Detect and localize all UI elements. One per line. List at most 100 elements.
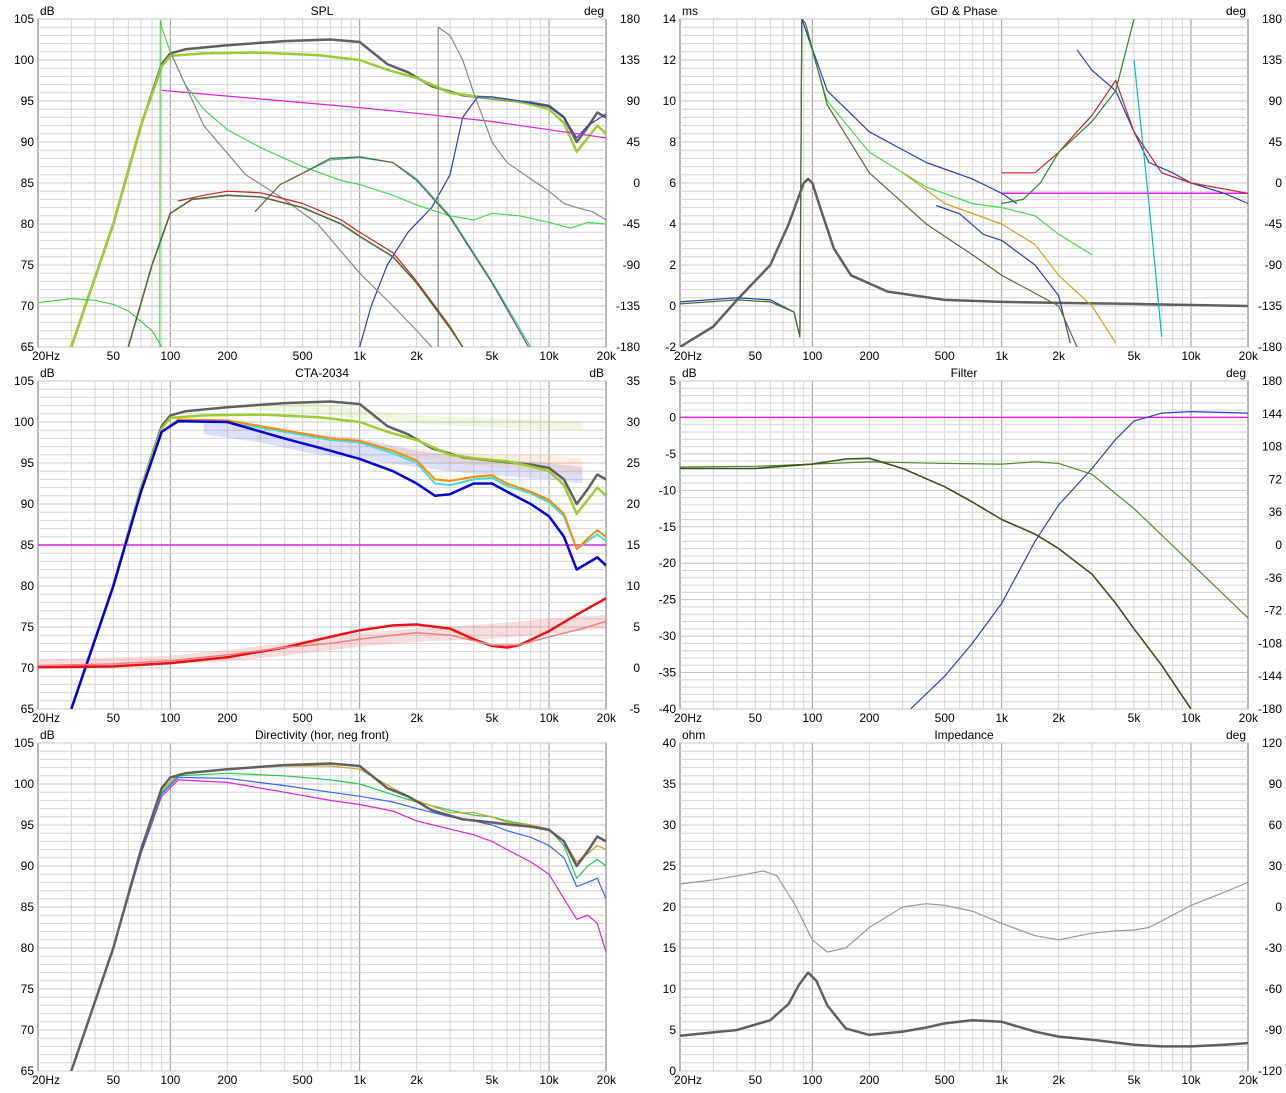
impedance-xtick: 20k xyxy=(1239,1073,1259,1087)
cta-2034-ytick: 90 xyxy=(21,497,35,511)
cta-2034-left-unit: dB xyxy=(40,366,55,380)
gd-phase-series-9 xyxy=(1001,19,1135,205)
gd-phase-series-8 xyxy=(680,19,1078,347)
gd-phase-ytick: 6 xyxy=(669,176,676,190)
impedance-ytick: 10 xyxy=(663,982,677,996)
impedance-y2tick: -60 xyxy=(1265,982,1283,996)
gd-phase-xtick: 1k xyxy=(995,349,1009,363)
filter-series-1 xyxy=(910,411,1248,709)
spl-ytick: 80 xyxy=(21,217,35,231)
filter-y2tick: 36 xyxy=(1269,505,1283,519)
spl-ytick: 100 xyxy=(14,53,34,67)
directivity-hor-neg-front-ytick: 70 xyxy=(21,1023,35,1037)
spl-ytick: 90 xyxy=(21,135,35,149)
spl-ytick: 65 xyxy=(21,340,35,354)
directivity-hor-neg-front-ytick: 95 xyxy=(21,818,35,832)
spl-ytick: 70 xyxy=(21,299,35,313)
cta-2034-xtick: 1k xyxy=(353,711,367,725)
cta-2034-xtick: 50 xyxy=(107,711,121,725)
impedance-y2tick: 30 xyxy=(1269,859,1283,873)
spl-xtick: 1k xyxy=(353,349,367,363)
impedance-ytick: 15 xyxy=(663,941,677,955)
directivity-hor-neg-front-xtick: 500 xyxy=(293,1073,313,1087)
impedance-xtick: 200 xyxy=(859,1073,879,1087)
impedance-ytick: 20 xyxy=(663,900,677,914)
filter-y2tick: 180 xyxy=(1262,374,1282,388)
spl-xtick: 20Hz xyxy=(32,349,60,363)
gd-phase-xtick: 100 xyxy=(802,349,822,363)
cta-2034-series-5 xyxy=(70,419,606,709)
directivity-hor-neg-front-ytick: 90 xyxy=(21,859,35,873)
spl-y2tick: -180 xyxy=(616,340,640,354)
filter-xtick: 2k xyxy=(1052,711,1066,725)
filter-ytick: 5 xyxy=(669,374,676,388)
cta-2034-xtick: 100 xyxy=(160,711,180,725)
directivity-hor-neg-front-ytick: 80 xyxy=(21,941,35,955)
gd-phase-ytick: 14 xyxy=(663,12,677,26)
filter-y2tick: -36 xyxy=(1265,571,1283,585)
cta-2034-ytick: 105 xyxy=(14,374,34,388)
directivity-hor-neg-front-data xyxy=(70,762,606,1071)
spl-series-7 xyxy=(38,298,163,347)
spl-series-10 xyxy=(178,190,464,347)
directivity-hor-neg-front-ytick: 65 xyxy=(21,1064,35,1078)
spl-xtick: 100 xyxy=(160,349,180,363)
gd-phase-y2tick: -135 xyxy=(1258,299,1282,313)
spl-xtick: 500 xyxy=(293,349,313,363)
filter-y2tick: -144 xyxy=(1258,669,1282,683)
gd-phase-right-unit: deg xyxy=(1226,4,1246,18)
spl-series-3 xyxy=(161,89,606,139)
directivity-hor-neg-front-ytick: 85 xyxy=(21,900,35,914)
cta-2034-title: CTA-2034 xyxy=(295,366,349,380)
cta-2034-y2tick: -5 xyxy=(629,702,640,716)
impedance-y2tick: -30 xyxy=(1265,941,1283,955)
spl-ytick: 85 xyxy=(21,176,35,190)
directivity-hor-neg-front-xtick: 200 xyxy=(217,1073,237,1087)
directivity-hor-neg-front-series-4 xyxy=(70,762,606,1071)
gd-phase-series-7 xyxy=(1001,79,1248,194)
filter-y2tick: 0 xyxy=(1275,538,1282,552)
directivity-hor-neg-front-xtick: 20k xyxy=(597,1073,617,1087)
gd-phase-xtick: 20Hz xyxy=(674,349,702,363)
cta-2034-xtick: 500 xyxy=(293,711,313,725)
impedance-y2tick: 90 xyxy=(1269,777,1283,791)
filter-xtick: 50 xyxy=(749,711,763,725)
filter-grid xyxy=(680,380,1248,710)
filter-title: Filter xyxy=(951,366,978,380)
gd-phase-y2tick: -180 xyxy=(1258,340,1282,354)
spl-y2tick: 0 xyxy=(633,176,640,190)
impedance-y2tick: -120 xyxy=(1258,1064,1282,1078)
spl-series-0 xyxy=(70,38,606,347)
cta-2034-y2tick: 25 xyxy=(627,456,641,470)
impedance-xtick: 500 xyxy=(935,1073,955,1087)
filter-y2tick: 72 xyxy=(1269,472,1283,486)
filter-ytick: 0 xyxy=(669,410,676,424)
cta-2034-y2tick: 20 xyxy=(627,497,641,511)
cta-2034-band-0 xyxy=(245,401,583,431)
spl-ytick: 95 xyxy=(21,94,35,108)
cta-2034-xtick: 10k xyxy=(539,711,559,725)
cta-2034-y2tick: 30 xyxy=(627,415,641,429)
spl-xtick: 2k xyxy=(410,349,424,363)
cta-2034-band-3 xyxy=(38,614,606,668)
impedance-title: Impedance xyxy=(934,728,994,742)
directivity-hor-neg-front-series-1 xyxy=(70,776,606,1071)
spl-title: SPL xyxy=(311,4,334,18)
filter-xtick: 20Hz xyxy=(674,711,702,725)
cta-2034-y2tick: 5 xyxy=(633,620,640,634)
cta-2034-ytick: 85 xyxy=(21,538,35,552)
gd-phase-ytick: 8 xyxy=(669,135,676,149)
cta-2034-y2tick: 0 xyxy=(633,661,640,675)
spl-xtick: 20k xyxy=(597,349,617,363)
gd-phase-y2tick: 90 xyxy=(1269,94,1283,108)
spl-series-1 xyxy=(70,51,606,347)
cta-2034-y2tick: 35 xyxy=(627,374,641,388)
cta-2034-ytick: 80 xyxy=(21,579,35,593)
filter-y2tick: -180 xyxy=(1258,702,1282,716)
cta-2034-xtick: 2k xyxy=(410,711,424,725)
directivity-hor-neg-front-series-0 xyxy=(70,779,606,1071)
filter-plot-area xyxy=(679,380,1249,710)
filter-y2tick: 108 xyxy=(1262,440,1282,454)
impedance-ytick: 35 xyxy=(663,777,677,791)
directivity-hor-neg-front-xtick: 50 xyxy=(107,1073,121,1087)
